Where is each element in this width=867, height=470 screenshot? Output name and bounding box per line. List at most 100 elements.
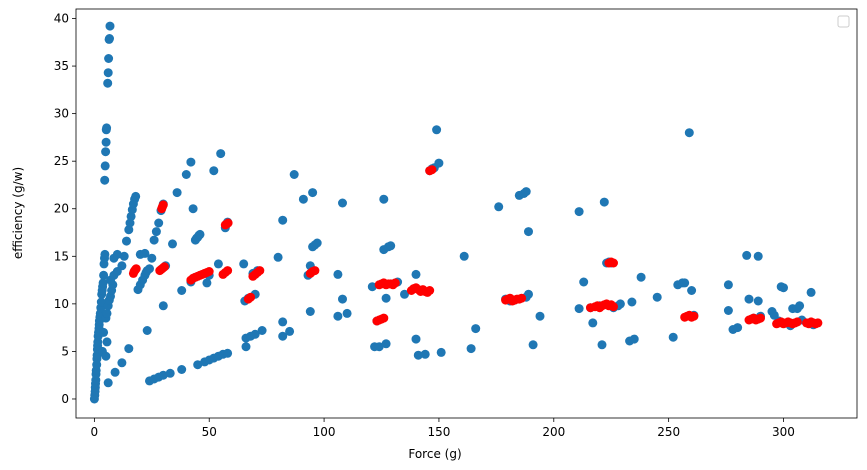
data-point-blue — [400, 289, 409, 299]
data-point-blue — [101, 351, 111, 361]
data-point-blue — [308, 188, 318, 198]
data-point-blue — [466, 344, 476, 354]
data-point-blue — [278, 331, 288, 341]
y-tick-label: 0 — [61, 392, 69, 406]
data-point-blue — [753, 296, 763, 306]
x-tick-label: 50 — [202, 425, 217, 439]
data-point-blue — [100, 249, 110, 259]
data-point-blue — [494, 202, 504, 212]
data-point-blue — [112, 249, 122, 259]
y-axis: 0 5 10 15 20 25 30 35 40 — [54, 12, 76, 406]
data-point-blue — [535, 311, 545, 321]
x-tick-label: 100 — [313, 425, 336, 439]
y-tick-label: 40 — [54, 12, 69, 26]
data-point-blue — [98, 278, 108, 288]
data-point-blue — [652, 292, 662, 302]
data-point-blue — [574, 304, 584, 314]
data-point-blue — [579, 277, 589, 287]
data-point-blue — [102, 308, 112, 318]
data-point-blue — [99, 270, 109, 280]
data-point-red — [131, 264, 141, 274]
data-point-red — [204, 267, 214, 276]
data-point-blue — [289, 170, 299, 179]
data-point-blue — [177, 365, 187, 374]
data-point-blue — [588, 318, 598, 328]
data-point-blue — [122, 236, 131, 246]
data-point-blue — [432, 125, 442, 135]
data-point-blue — [140, 248, 150, 258]
y-tick-label: 10 — [54, 297, 69, 311]
data-point-blue — [154, 218, 164, 228]
data-point-blue — [779, 283, 788, 293]
data-point-blue — [753, 251, 763, 261]
data-point-blue — [381, 339, 391, 349]
data-point-blue — [209, 166, 219, 176]
data-point-blue — [104, 54, 114, 63]
data-point-red — [792, 317, 802, 327]
data-point-blue — [103, 378, 113, 388]
data-point-blue — [195, 229, 205, 239]
data-point-blue — [420, 349, 430, 359]
data-point-blue — [193, 360, 203, 370]
x-tick-label: 200 — [542, 425, 565, 439]
data-point-red — [246, 292, 256, 302]
data-point-blue — [471, 324, 481, 334]
data-point-blue — [119, 251, 129, 261]
data-point-blue — [524, 289, 533, 299]
data-point-blue — [124, 344, 134, 354]
data-point-blue — [333, 311, 343, 321]
data-point-blue — [103, 68, 113, 78]
data-point-blue — [223, 348, 233, 358]
data-point-blue — [795, 301, 805, 311]
data-point-blue — [744, 294, 754, 304]
data-point-blue — [105, 21, 115, 31]
data-point-blue — [806, 287, 816, 297]
data-point-blue — [278, 317, 288, 327]
data-point-blue — [124, 225, 134, 235]
data-point-red — [159, 262, 169, 272]
data-point-blue — [338, 198, 347, 208]
data-point-blue — [298, 194, 308, 204]
data-point-blue — [273, 252, 283, 262]
data-point-blue — [257, 326, 267, 335]
data-point-red — [689, 311, 699, 321]
data-point-blue — [188, 204, 198, 214]
y-tick-label: 35 — [54, 59, 69, 73]
data-point-blue — [100, 175, 110, 185]
data-point-blue — [168, 239, 177, 249]
x-tick-label: 300 — [772, 425, 795, 439]
data-point-red — [517, 293, 527, 303]
data-point-blue — [528, 340, 538, 350]
data-point-blue — [99, 327, 109, 337]
data-point-red — [379, 313, 389, 323]
data-point-blue — [338, 294, 347, 304]
data-point-red — [255, 266, 265, 276]
data-point-blue — [524, 227, 533, 237]
x-tick-label: 250 — [657, 425, 680, 439]
data-point-blue — [411, 334, 421, 344]
data-point-blue — [574, 207, 584, 217]
data-point-blue — [241, 342, 251, 352]
data-point-red — [425, 286, 435, 295]
data-point-blue — [117, 261, 127, 271]
data-point-blue — [145, 264, 154, 274]
data-point-blue — [434, 158, 444, 168]
data-point-blue — [723, 280, 733, 290]
data-point-blue — [149, 235, 159, 245]
data-point-blue — [100, 161, 110, 171]
data-point-blue — [186, 157, 196, 167]
data-point-blue — [165, 368, 175, 378]
data-point-red — [158, 200, 168, 210]
data-point-blue — [172, 188, 182, 198]
data-point-blue — [436, 347, 446, 357]
data-point-blue — [305, 307, 315, 316]
data-point-blue — [158, 370, 168, 380]
data-point-blue — [102, 337, 112, 347]
data-point-blue — [342, 308, 352, 318]
data-point-blue — [239, 259, 249, 269]
data-point-blue — [147, 253, 157, 263]
data-point-blue — [250, 329, 260, 339]
data-point-blue — [110, 367, 120, 377]
data-point-blue — [126, 211, 136, 221]
